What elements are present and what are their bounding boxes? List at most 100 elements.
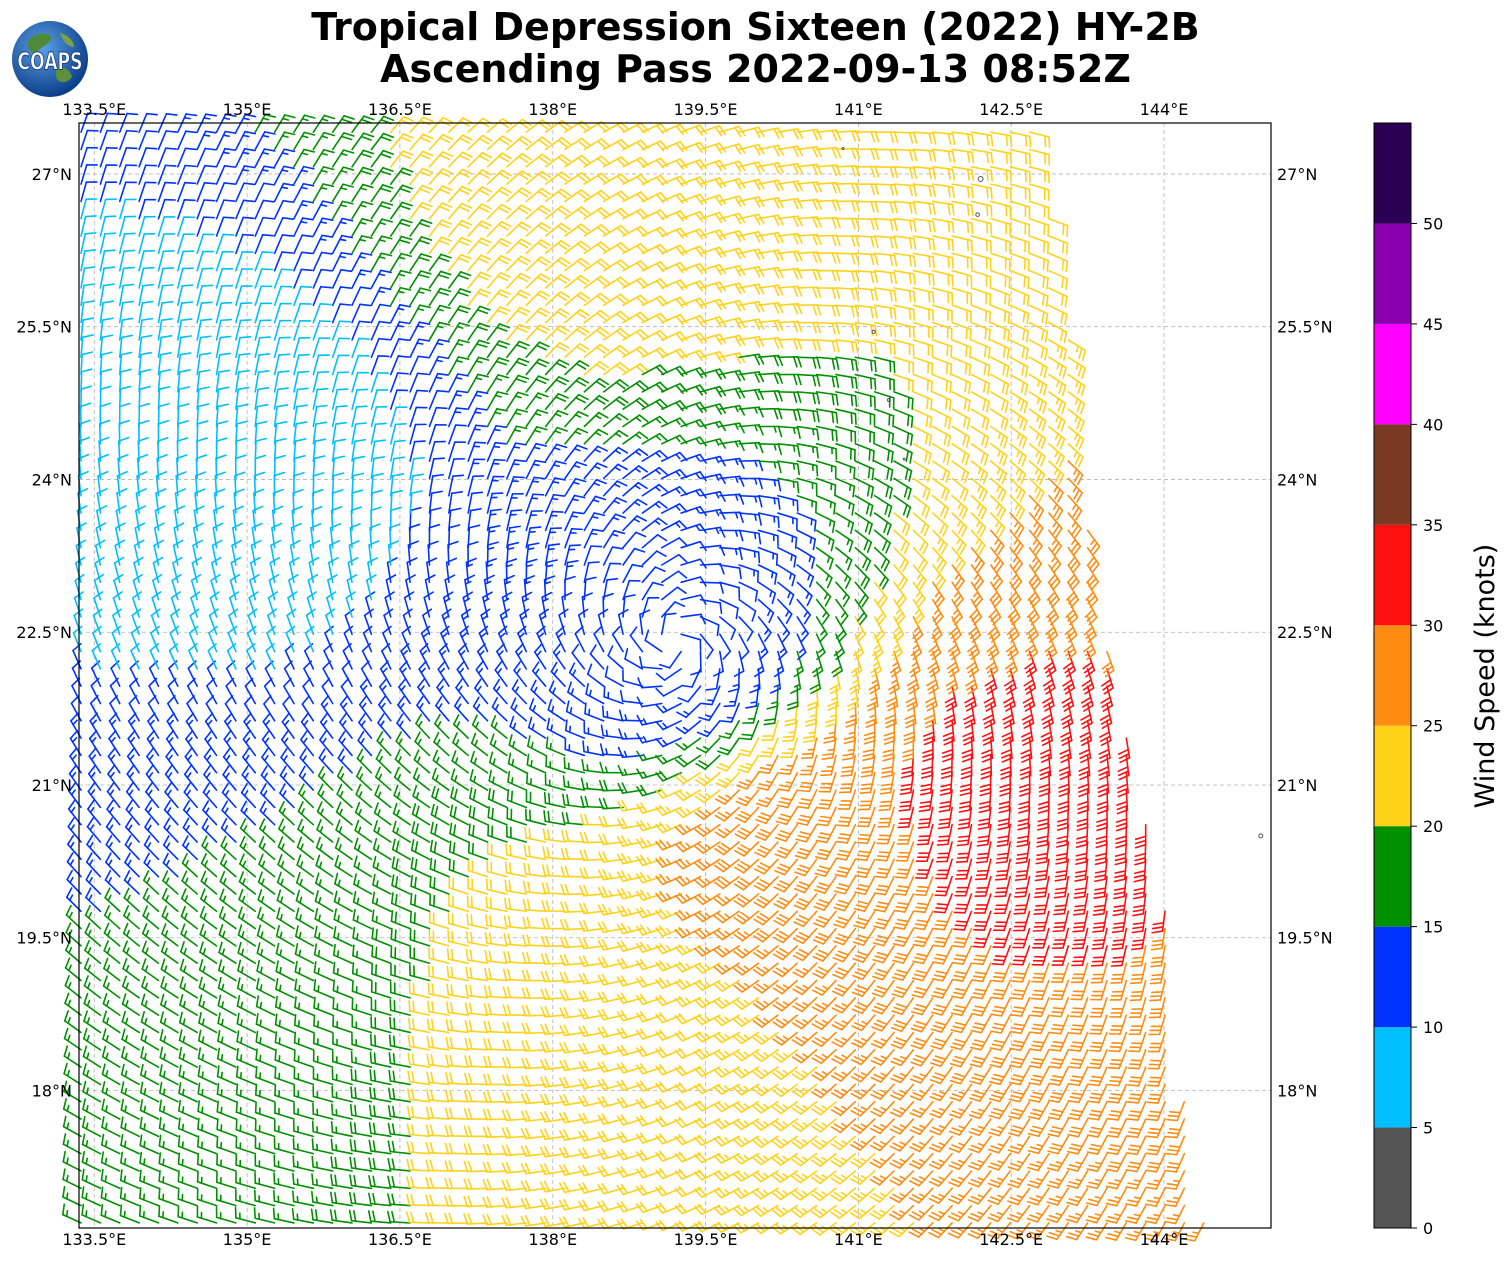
wind-barb [928, 1152, 953, 1170]
wind-barb [502, 1004, 528, 1016]
wind-barb [1183, 1222, 1205, 1242]
wind-barb [139, 1099, 160, 1120]
wind-barb [486, 203, 512, 220]
wind-barb [890, 1031, 915, 1050]
wind-barb [448, 858, 469, 878]
wind-barb [990, 339, 1010, 360]
wind-barb [931, 425, 952, 448]
wind-barb [254, 285, 273, 307]
wind-barb [488, 769, 508, 791]
colorbar-segment [1374, 826, 1411, 927]
wind-barb [312, 320, 331, 341]
wind-barb [1029, 1014, 1050, 1035]
wind-barb [850, 1135, 876, 1151]
wind-barb [928, 1204, 953, 1222]
wind-barb [1028, 321, 1049, 343]
wind-barb [733, 875, 760, 891]
wind-barb [408, 964, 431, 982]
wind-barb [1144, 1204, 1166, 1225]
wind-barb [1028, 235, 1050, 255]
wind-barb [693, 1169, 721, 1181]
wind-barb [795, 823, 818, 843]
wind-barb [331, 183, 354, 203]
wind-barb [771, 1100, 799, 1115]
wind-barb [273, 131, 296, 151]
wind-barb [713, 1187, 740, 1199]
wind-barb [714, 858, 740, 873]
wind-barb [315, 854, 334, 878]
wind-barb [931, 391, 952, 412]
wind-barb [893, 304, 916, 321]
wind-barb [482, 1161, 508, 1173]
wind-barb [583, 343, 610, 359]
wind-barb [890, 1066, 915, 1084]
wind-barb [138, 164, 157, 185]
wind-barb [349, 1174, 373, 1190]
wind-barb [831, 1066, 857, 1082]
wind-barb [892, 945, 915, 964]
wind-barb [734, 841, 760, 857]
wind-barb [545, 755, 566, 774]
wind-barb [428, 338, 450, 359]
wind-barb [870, 1100, 895, 1118]
wind-barb [388, 1087, 411, 1103]
wind-barb [235, 1153, 257, 1172]
wind-barb [893, 373, 914, 393]
wind-barb [521, 1075, 547, 1087]
wind-barb [522, 880, 547, 895]
wind-barb [506, 255, 531, 272]
wind-barb [505, 843, 528, 861]
wind-barb [990, 183, 1012, 200]
wind-barb [713, 1170, 740, 1182]
wind-barb [733, 858, 760, 874]
wind-barb [112, 608, 122, 636]
wind-barb [695, 737, 721, 754]
wind-barb [448, 202, 473, 220]
wind-barb [525, 442, 548, 462]
wind-barb [274, 1066, 295, 1086]
wind-barb [389, 981, 411, 999]
wind-barb [293, 285, 313, 307]
wind-barb [948, 1135, 973, 1153]
wind-barb [909, 1083, 934, 1101]
wind-barb [635, 1080, 663, 1092]
wind-barb [468, 787, 489, 809]
wind-barb [912, 200, 936, 216]
wind-barb [407, 1035, 431, 1051]
wind-barb [1090, 962, 1108, 984]
wind-barb [911, 962, 934, 982]
wind-barb [674, 1185, 702, 1198]
wind-barb [1053, 875, 1070, 899]
wind-barb [271, 522, 283, 549]
wind-barb [103, 940, 121, 965]
wind-barb [506, 204, 532, 220]
wind-barb [409, 946, 431, 965]
colorbar-tick-label: 25 [1423, 717, 1443, 736]
wind-barb [1129, 962, 1147, 985]
wind-barb [370, 166, 394, 185]
wind-barb [138, 1204, 160, 1224]
wind-barb [235, 182, 256, 203]
wind-barb [988, 1100, 1011, 1120]
wind-barb [406, 1176, 431, 1190]
wind-barb [713, 1083, 740, 1096]
wind-barb [815, 529, 835, 552]
wind-barb [219, 853, 237, 878]
wind-barb [727, 668, 740, 693]
wind-barb [854, 494, 874, 517]
wind-barb [719, 633, 732, 660]
wind-barb [216, 1100, 237, 1120]
wind-barb [429, 875, 450, 895]
wind-barb [948, 1118, 973, 1136]
wind-barb [157, 181, 177, 203]
wind-barb [912, 356, 934, 375]
wind-barb [641, 566, 666, 584]
wind-barb [123, 870, 140, 895]
wind-barb [159, 1011, 179, 1034]
wind-barb [987, 1222, 1011, 1240]
wind-barb [313, 978, 334, 999]
wind-barb [1065, 1222, 1089, 1241]
wind-barb [82, 1063, 102, 1086]
wind-barb [578, 920, 605, 932]
wind-barb [331, 1103, 353, 1120]
